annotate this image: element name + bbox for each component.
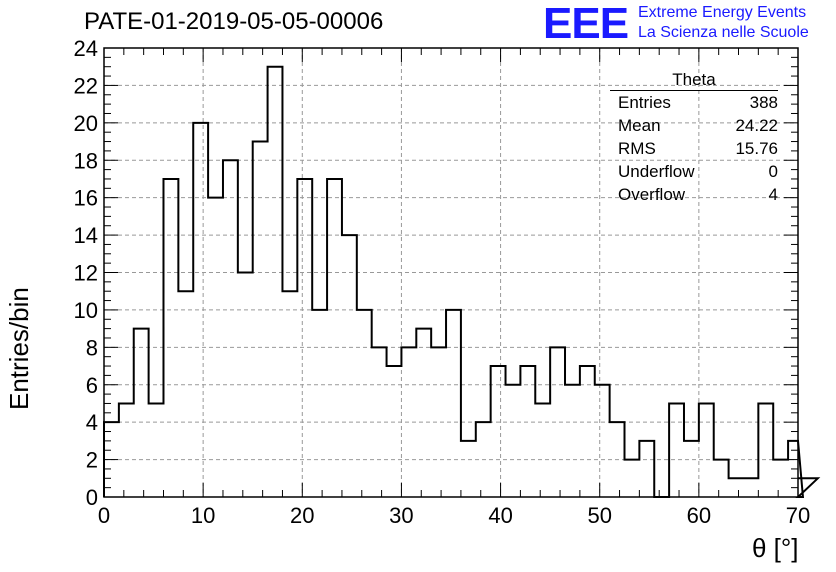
histogram-bin — [416, 329, 431, 497]
histogram-bin — [253, 142, 268, 497]
stats-row-underflow: Underflow 0 — [610, 160, 778, 183]
stats-label: RMS — [618, 139, 656, 158]
y-tick-label: 0 — [86, 485, 98, 510]
histogram-bin — [625, 460, 640, 497]
y-tick-label: 8 — [86, 335, 98, 360]
histogram-bin — [699, 403, 714, 497]
histogram-bin — [684, 441, 699, 497]
histogram-bin — [729, 478, 744, 497]
x-tick-label: 70 — [786, 503, 810, 528]
stats-value: 24.22 — [735, 116, 778, 135]
y-tick-label: 22 — [74, 73, 98, 98]
histogram-bin — [743, 478, 758, 497]
x-tick-label: 0 — [98, 503, 110, 528]
histogram-bin — [282, 291, 297, 497]
stats-label: Overflow — [618, 185, 686, 204]
stats-title: Theta — [610, 70, 778, 91]
eee-logo: EEE — [543, 0, 629, 48]
histogram-bin — [134, 329, 149, 497]
histogram-bin — [773, 460, 788, 497]
x-tick-label: 10 — [191, 503, 215, 528]
histogram-bin — [327, 179, 342, 497]
stats-label: Mean — [618, 116, 661, 135]
histogram-bin — [506, 385, 521, 497]
histogram-bin — [669, 403, 684, 497]
histogram-bin — [297, 179, 312, 497]
histogram-bin — [639, 441, 654, 497]
histogram-bin — [580, 366, 595, 497]
histogram-bin — [714, 460, 729, 497]
y-axis-label: Entries/bin — [4, 287, 34, 410]
stats-row-entries: Entries 388 — [610, 91, 778, 114]
x-tick-label: 30 — [389, 503, 413, 528]
stats-value: 388 — [749, 93, 778, 112]
stats-label: Entries — [618, 93, 671, 112]
y-tick-label: 10 — [74, 298, 98, 323]
histogram-bin — [461, 441, 476, 497]
stats-value: 15.76 — [735, 139, 778, 158]
stats-value: 0 — [768, 162, 778, 181]
y-tick-label: 2 — [86, 448, 98, 473]
y-tick-label: 12 — [74, 261, 98, 286]
histogram-bin — [535, 403, 550, 497]
histogram-bin — [342, 235, 357, 497]
y-tick-label: 18 — [74, 148, 98, 173]
histogram-bin — [223, 160, 238, 497]
histogram-bin — [149, 403, 164, 497]
histogram-bin — [446, 310, 461, 497]
stats-row-mean: Mean 24.22 — [610, 114, 778, 137]
histogram-bin — [119, 403, 134, 497]
logo-caption-line1: Extreme Energy Events — [638, 4, 807, 21]
stats-value: 4 — [768, 185, 778, 204]
stats-label: Underflow — [618, 162, 695, 181]
y-tick-label: 6 — [86, 373, 98, 398]
x-tick-label: 20 — [290, 503, 314, 528]
histogram-bin — [491, 366, 506, 497]
histogram-bin — [357, 310, 372, 497]
histogram-bin — [595, 385, 610, 497]
histogram-bin — [268, 67, 283, 497]
y-tick-label: 16 — [74, 186, 98, 211]
stats-box: Theta Entries 388 Mean 24.22 RMS 15.76 U… — [610, 70, 778, 206]
histogram-bin — [312, 310, 327, 497]
histogram-bin — [520, 366, 535, 497]
histogram-bin — [565, 385, 580, 497]
y-tick-label: 24 — [74, 36, 98, 61]
chart-title: PATE-01-2019-05-05-00006 — [84, 8, 384, 35]
stats-row-rms: RMS 15.76 — [610, 137, 778, 160]
x-tick-label: 50 — [587, 503, 611, 528]
x-tick-label: 40 — [488, 503, 512, 528]
histogram-bin — [387, 366, 402, 497]
y-tick-label: 4 — [86, 410, 98, 435]
histogram-outline — [103, 65, 821, 498]
y-tick-label: 14 — [74, 223, 98, 248]
logo-caption-line2: La Scienza nelle Scuole — [638, 24, 809, 41]
stats-row-overflow: Overflow 4 — [610, 183, 778, 206]
y-tick-label: 20 — [74, 111, 98, 136]
histogram-bin — [178, 291, 193, 497]
x-axis-label: θ [°] — [752, 533, 799, 563]
x-tick-label: 60 — [687, 503, 711, 528]
histogram-bin — [163, 179, 178, 497]
histogram-bin — [758, 403, 773, 497]
